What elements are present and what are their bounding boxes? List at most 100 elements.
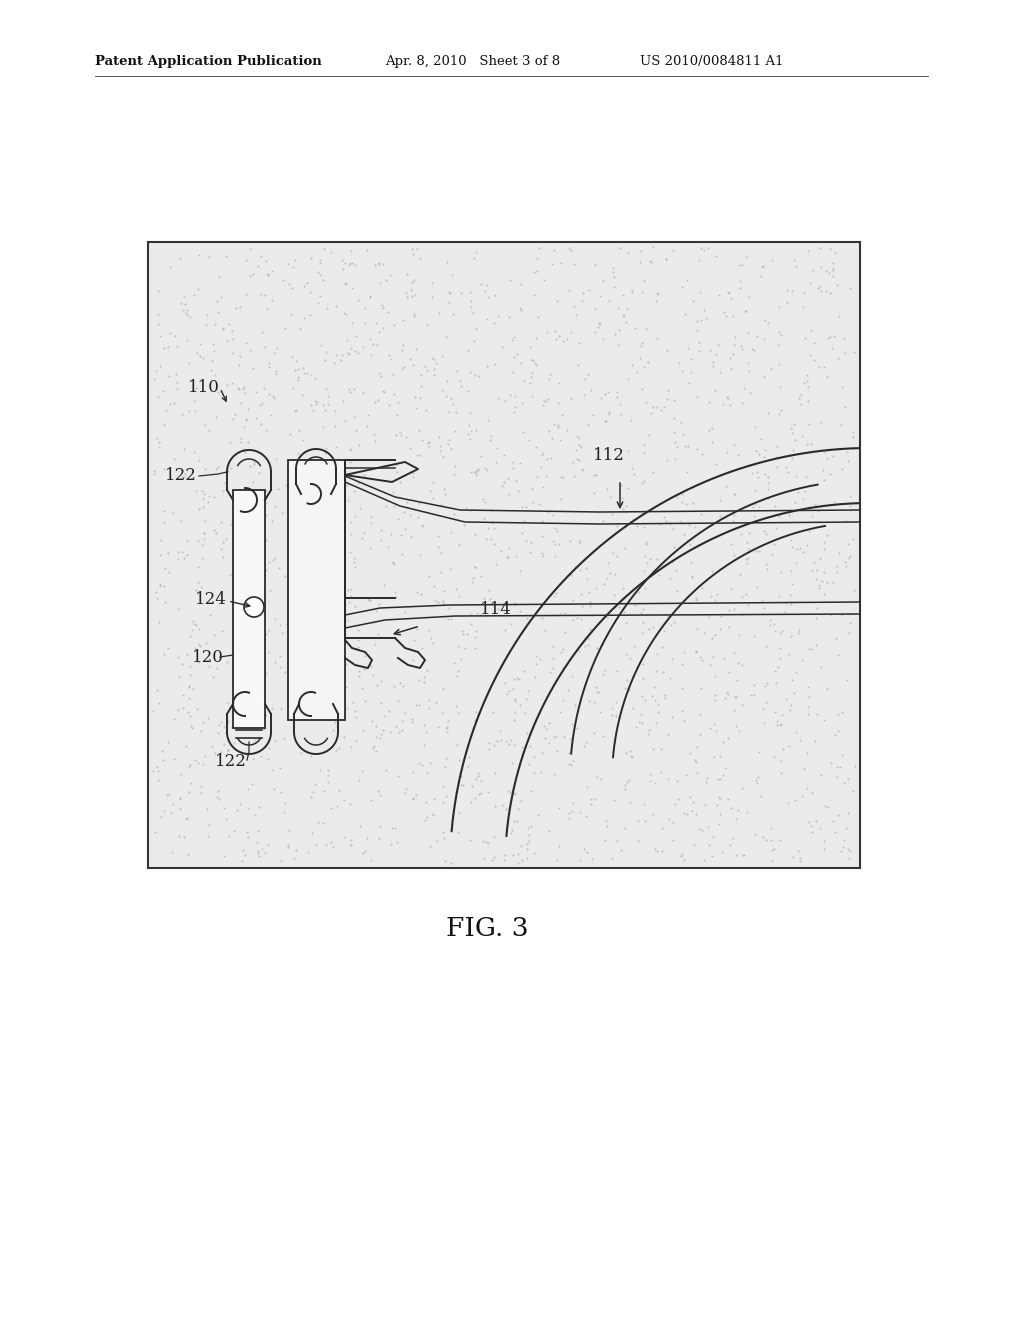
Point [636,516,652,537]
Point [633,602,649,623]
Point [303,690,319,711]
Point [846,579,862,601]
Point [793,847,809,869]
Point [244,774,260,795]
Point [332,700,348,721]
Point [460,755,476,776]
Point [223,457,240,478]
Point [842,603,858,624]
Point [197,511,213,532]
Point [419,314,435,335]
Point [389,405,406,426]
Point [786,249,803,271]
Point [610,597,627,618]
Point [542,368,558,389]
Point [251,717,267,738]
Point [681,743,697,764]
Point [473,783,489,804]
Point [656,620,673,642]
Point [634,281,650,302]
Point [608,706,625,727]
Text: 124: 124 [195,591,227,609]
Point [408,338,424,359]
Point [762,610,778,631]
Point [342,541,358,562]
Point [357,690,374,711]
Point [321,663,337,684]
Point [206,487,222,508]
Point [295,649,311,671]
Point [406,269,422,290]
Point [616,517,633,539]
Point [730,721,746,742]
Point [295,429,311,450]
Point [755,256,771,277]
Point [451,586,467,607]
Point [613,474,630,495]
Point [770,585,786,606]
Point [676,710,692,731]
Point [304,399,321,420]
Point [627,317,643,338]
Point [168,335,184,356]
Point [682,533,698,554]
Point [280,837,296,858]
Point [518,529,535,550]
Point [472,273,488,294]
Point [749,326,765,347]
Point [476,847,493,869]
Point [667,421,683,442]
Point [470,458,486,479]
Point [152,544,168,565]
Point [825,257,842,279]
Point [424,272,440,293]
Point [707,665,723,686]
Point [493,730,509,751]
Point [528,327,545,348]
Point [575,838,592,859]
Point [292,318,308,339]
Point [824,252,841,273]
Point [781,700,798,721]
Point [429,591,445,612]
Point [711,813,727,834]
Point [772,400,788,421]
Point [394,339,411,360]
Point [504,330,520,351]
Point [208,523,224,544]
Point [308,393,325,414]
Point [841,548,857,569]
Point [587,321,603,342]
Point [468,462,484,483]
Point [807,634,823,655]
Point [694,649,711,671]
Point [479,781,496,803]
Point [620,243,636,264]
Point [525,746,542,767]
Point [506,327,522,348]
Point [804,639,820,660]
Point [767,517,783,539]
Point [234,585,251,606]
Point [583,793,599,814]
Point [717,758,733,779]
Point [555,330,571,351]
Point [669,437,685,458]
Point [312,543,329,564]
Point [497,673,513,694]
Point [799,535,815,556]
Point [209,290,225,312]
Point [674,653,690,675]
Point [588,676,604,697]
Point [540,388,556,409]
Point [587,298,603,319]
Point [342,578,358,599]
Point [810,277,826,298]
Point [419,360,435,381]
Point [190,244,207,265]
Point [729,652,745,673]
Point [613,488,630,510]
Point [678,764,694,785]
Point [231,572,248,593]
Point [529,804,546,825]
